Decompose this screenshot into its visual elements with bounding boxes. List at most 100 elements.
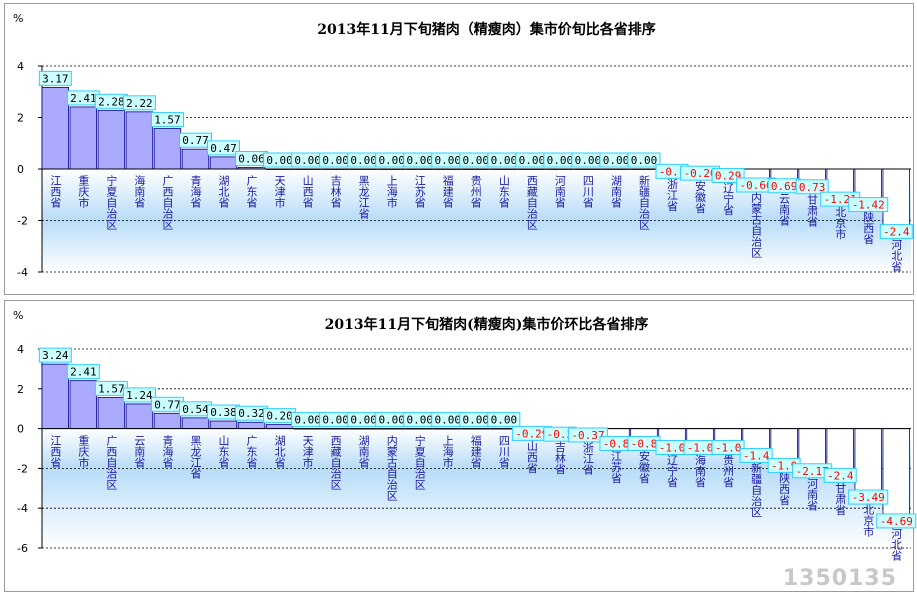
bar bbox=[41, 86, 70, 170]
category-label: 贵州省 bbox=[722, 454, 735, 488]
data-label-box bbox=[711, 167, 745, 183]
data-label-box bbox=[122, 387, 156, 403]
category-label: 西藏自治区 bbox=[329, 435, 342, 490]
category-label: 河南省 bbox=[806, 477, 819, 511]
data-label: -2.4 bbox=[883, 226, 910, 239]
data-label: 3.24 bbox=[42, 349, 69, 362]
data-label-box bbox=[122, 95, 156, 111]
chart-title: 2013年11月下旬猪肉（精瘦肉）集市价旬比各省排序 bbox=[317, 21, 655, 38]
data-label-box bbox=[66, 364, 100, 380]
category-label: 上海市 bbox=[385, 175, 398, 209]
data-label-box bbox=[178, 132, 212, 148]
category-label: 新疆自治区 bbox=[750, 461, 763, 517]
chart-panel-xunbi: 2013年11月下旬猪肉（精瘦肉）集市价旬比各省排序% 4 2 0 -2 -4 江西省 重庆市… bbox=[4, 3, 914, 295]
data-label: -1.4 bbox=[743, 449, 770, 462]
category-label: 广西自治区 bbox=[161, 175, 174, 230]
data-label: 2.41 bbox=[70, 92, 97, 105]
category-label: 广西自治区 bbox=[105, 434, 118, 489]
chart-huanbi: 2013年11月下旬猪肉(精瘦肉)集市价环比各省排序% 4 2 0 -2 -4 -6 江西省 重… bbox=[13, 309, 917, 562]
category-label: 海南省 bbox=[133, 174, 146, 209]
y-tick-label: -4 bbox=[17, 502, 28, 515]
y-tick-label: 4 bbox=[17, 343, 24, 356]
data-label: 0.06 bbox=[238, 152, 265, 165]
category-label: 浙江省 bbox=[581, 442, 594, 476]
data-label: 0.00 bbox=[406, 414, 433, 427]
category-label: 天津市 bbox=[301, 435, 314, 469]
y-tick-label: 0 bbox=[17, 423, 24, 436]
bar bbox=[854, 428, 882, 499]
bar bbox=[69, 106, 98, 170]
data-label: -0.8 bbox=[631, 438, 658, 451]
data-label: 0.00 bbox=[378, 414, 405, 427]
data-label: 0.00 bbox=[603, 154, 630, 167]
data-label: 1.57 bbox=[154, 114, 181, 127]
category-label: 重庆市 bbox=[77, 433, 90, 468]
category-label: 陕西省 bbox=[778, 471, 791, 506]
category-label: 山东省 bbox=[217, 434, 230, 468]
category-label: 云南省 bbox=[133, 435, 146, 469]
category-label: 山东省 bbox=[497, 175, 510, 209]
data-label: 0.00 bbox=[519, 154, 546, 167]
data-label: -0.3 bbox=[547, 428, 574, 441]
data-label: 0.00 bbox=[435, 414, 462, 427]
category-label: 福建省 bbox=[469, 433, 482, 468]
category-label: 宁夏自治区 bbox=[105, 174, 118, 230]
watermark-logo: 1350135 bbox=[782, 566, 897, 591]
category-label: 青海省 bbox=[161, 434, 174, 468]
bar bbox=[209, 156, 238, 170]
data-label: 0.29 bbox=[715, 169, 742, 182]
data-label-box bbox=[207, 140, 241, 156]
data-label-box bbox=[711, 440, 745, 455]
data-label: -3.49 bbox=[852, 491, 885, 504]
bar bbox=[265, 424, 294, 430]
data-label-box bbox=[38, 70, 72, 86]
data-label: -1.0 bbox=[687, 442, 714, 455]
data-label: 0.00 bbox=[547, 154, 574, 167]
category-label: 山西省 bbox=[525, 440, 538, 474]
bar bbox=[41, 363, 70, 429]
chart-xunbi: 2013年11月下旬猪肉（精瘦肉）集市价旬比各省排序% 4 2 0 -2 -4 江西省 重庆市… bbox=[13, 12, 913, 279]
data-label: 0.00 bbox=[350, 154, 377, 167]
data-label: 0.20 bbox=[266, 410, 293, 423]
data-label: 0.00 bbox=[491, 154, 518, 167]
data-label: 2.41 bbox=[70, 366, 97, 379]
category-label: 江苏省 bbox=[413, 175, 426, 209]
category-label: 湖南省 bbox=[609, 175, 622, 209]
bar bbox=[882, 428, 910, 523]
data-label: -2.17 bbox=[796, 465, 829, 478]
y-unit-label: % bbox=[13, 12, 23, 25]
data-label: 0.00 bbox=[463, 154, 490, 167]
data-label: 1.24 bbox=[126, 389, 153, 402]
category-label: 广东省 bbox=[245, 175, 258, 209]
data-label-box bbox=[739, 447, 773, 463]
data-label-box bbox=[567, 427, 608, 443]
data-label: -2.4 bbox=[827, 469, 854, 482]
data-label: 0.00 bbox=[322, 414, 349, 427]
data-label: -0.66 bbox=[740, 179, 773, 192]
bar bbox=[237, 421, 266, 430]
category-label: 吉林省 bbox=[329, 175, 342, 209]
category-label: 浙江省 bbox=[666, 178, 679, 212]
category-label: 湖南省 bbox=[357, 434, 370, 468]
category-label: 北京市 bbox=[862, 504, 875, 538]
data-label: 0.00 bbox=[491, 414, 518, 427]
data-label: 0.00 bbox=[435, 154, 462, 167]
data-label: 0.00 bbox=[631, 154, 658, 167]
bar bbox=[125, 111, 154, 170]
category-label: 北京市 bbox=[834, 206, 847, 240]
category-label: 甘肃省 bbox=[806, 193, 819, 227]
data-label-box bbox=[848, 489, 889, 505]
data-label: 0.00 bbox=[294, 154, 321, 167]
data-label-box bbox=[879, 224, 913, 240]
bar bbox=[97, 396, 126, 430]
y-tick-label: 2 bbox=[17, 383, 24, 396]
y-tick-label: 4 bbox=[17, 60, 24, 73]
category-label: 重庆市 bbox=[77, 174, 90, 209]
category-label: 福建省 bbox=[441, 174, 454, 209]
data-label: 0.00 bbox=[406, 154, 433, 167]
data-label: -1.9 bbox=[771, 459, 798, 472]
category-label: 江西省 bbox=[49, 434, 62, 468]
y-tick-label: 0 bbox=[17, 163, 24, 176]
bar bbox=[209, 420, 238, 430]
category-label: 河南省 bbox=[553, 175, 566, 209]
